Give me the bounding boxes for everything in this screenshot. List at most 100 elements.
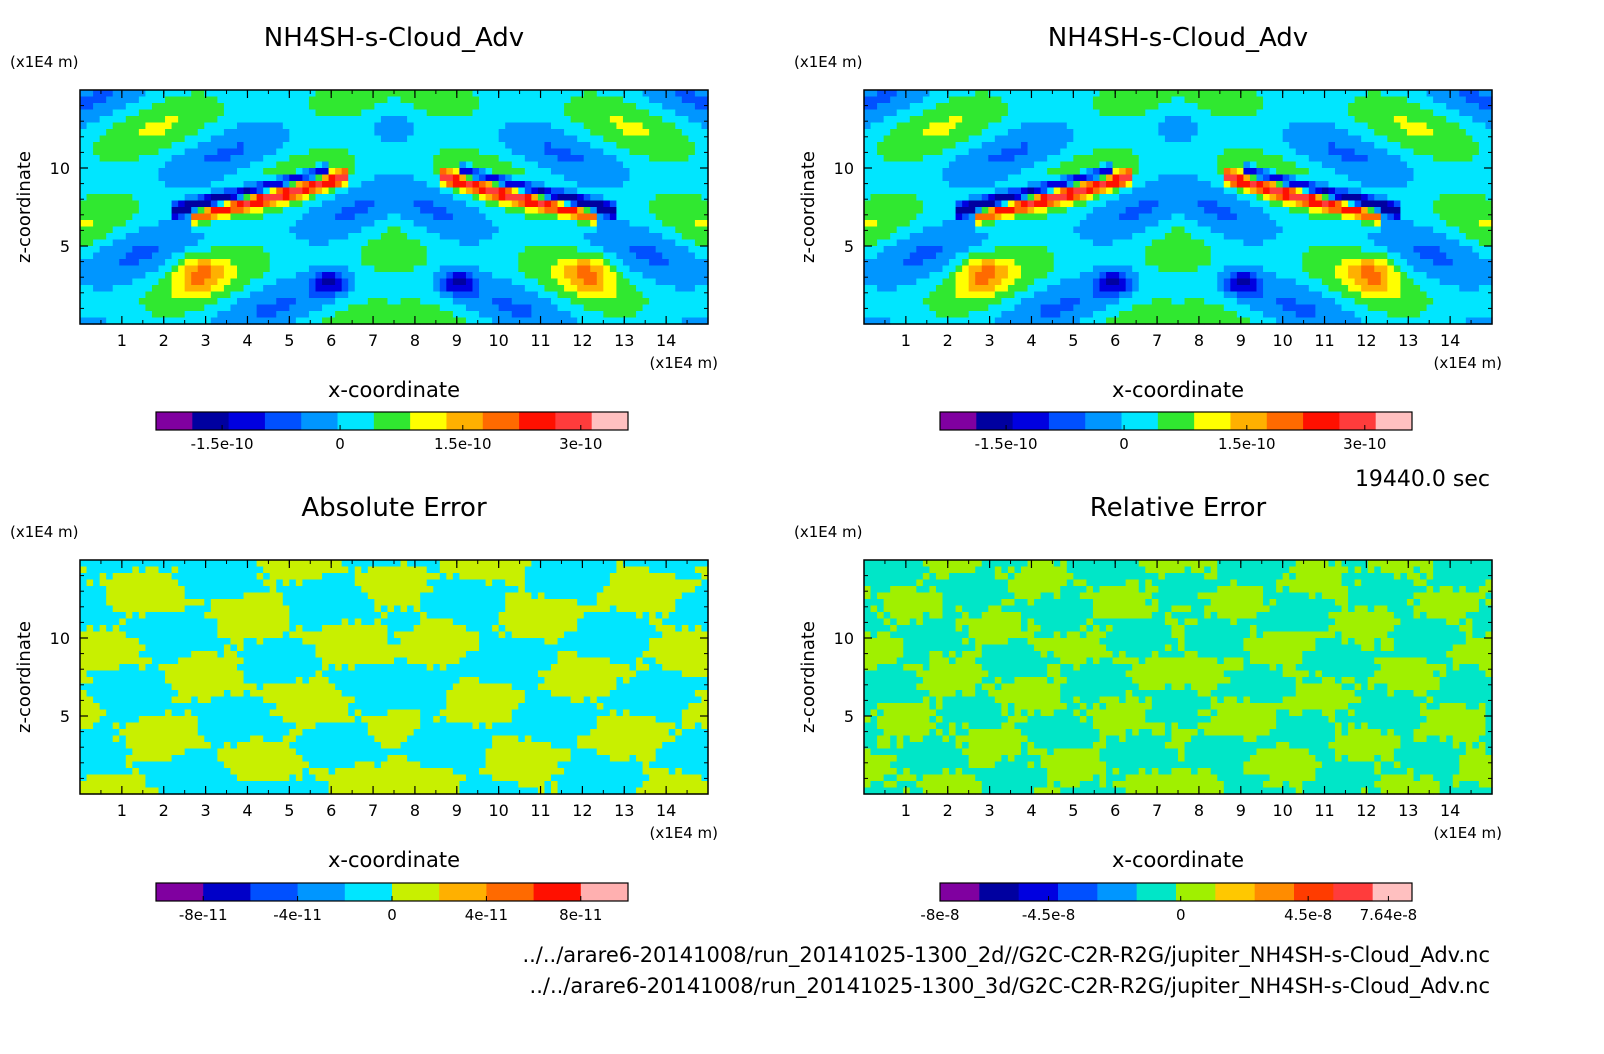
heatmap-cell bbox=[354, 168, 362, 176]
heatmap-cell bbox=[694, 103, 703, 111]
heatmap-cell bbox=[485, 109, 493, 117]
heatmap-cell bbox=[465, 109, 474, 117]
heatmap-cell bbox=[577, 161, 585, 169]
heatmap-cell bbox=[210, 142, 218, 150]
heatmap-cell bbox=[433, 239, 441, 247]
heatmap-cell bbox=[649, 181, 657, 189]
heatmap-cell bbox=[649, 220, 657, 228]
heatmap-cell bbox=[479, 272, 487, 280]
heatmap-cell bbox=[1374, 168, 1382, 176]
heatmap-cell bbox=[583, 207, 591, 215]
heatmap-cell bbox=[688, 252, 696, 260]
heatmap-cell bbox=[119, 155, 127, 163]
heatmap-cell bbox=[465, 272, 474, 280]
heatmap-cell bbox=[518, 174, 526, 182]
heatmap-cell bbox=[681, 246, 689, 254]
heatmap-cell bbox=[1106, 161, 1114, 169]
heatmap-cell bbox=[112, 285, 120, 293]
heatmap-cell bbox=[479, 259, 487, 267]
heatmap-cell bbox=[537, 246, 546, 254]
heatmap-cell bbox=[237, 103, 245, 111]
heatmap-cell bbox=[223, 200, 232, 208]
heatmap-cells bbox=[80, 90, 709, 325]
heatmap-cell bbox=[420, 122, 428, 130]
heatmap-cell bbox=[577, 207, 585, 215]
heatmap-cell bbox=[165, 181, 173, 189]
heatmap-cell bbox=[1034, 135, 1042, 143]
heatmap-cell bbox=[1164, 174, 1173, 182]
heatmap-cell bbox=[151, 246, 160, 254]
heatmap-cell bbox=[348, 135, 356, 143]
heatmap-cell bbox=[86, 311, 94, 319]
heatmap-cell bbox=[890, 109, 898, 117]
heatmap-cell bbox=[119, 122, 127, 130]
heatmap-cell bbox=[1321, 142, 1330, 150]
heatmap-cell bbox=[1308, 168, 1316, 176]
heatmap-cell bbox=[544, 220, 552, 228]
heatmap-cell bbox=[688, 246, 696, 254]
heatmap-cell bbox=[577, 272, 585, 280]
heatmap-cell bbox=[1256, 129, 1264, 137]
heatmap-cell bbox=[662, 311, 670, 319]
heatmap-cell bbox=[962, 103, 970, 111]
heatmap-cell bbox=[138, 259, 147, 267]
heatmap-cell bbox=[949, 174, 957, 182]
heatmap-cell bbox=[590, 129, 598, 137]
heatmap-cell bbox=[1478, 90, 1487, 98]
heatmap-cell bbox=[1164, 109, 1173, 117]
heatmap-cell bbox=[1184, 148, 1192, 156]
heatmap-cell bbox=[354, 246, 362, 254]
heatmap-cell bbox=[145, 233, 153, 241]
heatmap-cell bbox=[1007, 129, 1016, 137]
heatmap-cell bbox=[367, 194, 375, 202]
heatmap-cell bbox=[263, 129, 271, 137]
heatmap-cell bbox=[191, 142, 199, 150]
heatmap-cell bbox=[413, 265, 421, 273]
heatmap-cell bbox=[609, 285, 618, 293]
heatmap-cell bbox=[446, 148, 454, 156]
heatmap-cell bbox=[1106, 148, 1114, 156]
heatmap-cell bbox=[282, 252, 290, 260]
heatmap-cell bbox=[237, 226, 245, 234]
heatmap-cell bbox=[596, 194, 604, 202]
heatmap-cell bbox=[1178, 90, 1186, 98]
heatmap-cell bbox=[426, 291, 434, 299]
heatmap-cell bbox=[256, 96, 264, 104]
heatmap-cell bbox=[1066, 155, 1074, 163]
heatmap-cell bbox=[1380, 109, 1388, 117]
heatmap-cell bbox=[295, 207, 304, 215]
heatmap-cell bbox=[636, 148, 644, 156]
heatmap-cell bbox=[282, 226, 290, 234]
heatmap-cell bbox=[1354, 129, 1362, 137]
heatmap-cell bbox=[217, 161, 225, 169]
heatmap-cell bbox=[112, 174, 120, 182]
heatmap-cell bbox=[616, 213, 624, 221]
heatmap-cell bbox=[949, 161, 957, 169]
heatmap-cell bbox=[243, 304, 251, 312]
heatmap-cell bbox=[688, 181, 696, 189]
heatmap-cell bbox=[289, 285, 297, 293]
heatmap-cell bbox=[452, 291, 461, 299]
heatmap-cell bbox=[250, 298, 258, 306]
heatmap-cell bbox=[125, 200, 133, 208]
colorbar-swatch bbox=[301, 412, 338, 430]
heatmap-cell bbox=[511, 311, 519, 319]
heatmap-cell bbox=[1354, 135, 1362, 143]
heatmap-cell bbox=[302, 142, 310, 150]
heatmap-cell bbox=[354, 142, 362, 150]
heatmap-cell bbox=[348, 213, 356, 221]
heatmap-cell bbox=[204, 246, 212, 254]
heatmap-cell bbox=[295, 265, 304, 273]
colorbar-swatch bbox=[410, 412, 447, 430]
heatmap-cell bbox=[276, 213, 284, 221]
heatmap-cell bbox=[210, 103, 218, 111]
heatmap-cell bbox=[988, 135, 996, 143]
heatmap-cell bbox=[1380, 135, 1388, 143]
heatmap-cell bbox=[171, 246, 179, 254]
heatmap-cell bbox=[374, 122, 382, 130]
heatmap-cell bbox=[590, 317, 598, 325]
heatmap-cell bbox=[988, 122, 996, 130]
heatmap-cell bbox=[1119, 161, 1127, 169]
heatmap-cell bbox=[609, 135, 618, 143]
heatmap-cell bbox=[407, 161, 415, 169]
